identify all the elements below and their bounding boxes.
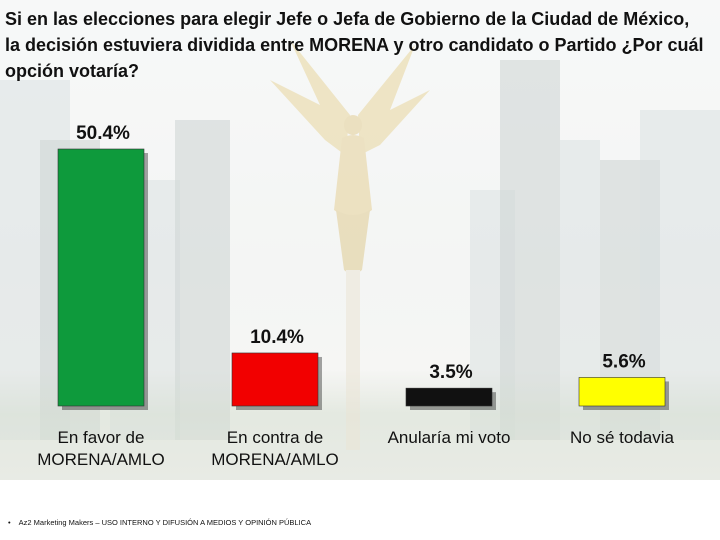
angel-statue-image — [270, 40, 430, 450]
category-label: No sé todavia — [570, 428, 674, 447]
category-label: MORENA/AMLO — [37, 450, 165, 469]
footer-text: Az2 Marketing Makers – USO INTERNO Y DIF… — [18, 518, 312, 527]
data-label: 5.6% — [602, 351, 645, 372]
category-label: Anularía mi voto — [388, 428, 511, 447]
bar — [578, 377, 666, 407]
data-label: 10.4% — [250, 327, 304, 348]
bar-chart: 50.4% En favor de MORENA/AMLO 10.4% En contr… — [37, 123, 674, 469]
category-label: MORENA/AMLO — [211, 450, 339, 469]
bar — [231, 352, 319, 407]
data-label: 3.5% — [429, 362, 472, 383]
footer-note: • Az2 Marketing Makers – USO INTERNO Y DI… — [8, 518, 311, 527]
bar — [57, 148, 145, 407]
bullet-icon: • — [8, 518, 11, 527]
category-label: En favor de — [58, 428, 145, 447]
chart-title: Si en las elecciones para elegir Jefe o … — [5, 9, 704, 81]
data-label: 50.4% — [76, 123, 130, 144]
bar — [405, 387, 493, 407]
category-label: En contra de — [227, 428, 323, 447]
